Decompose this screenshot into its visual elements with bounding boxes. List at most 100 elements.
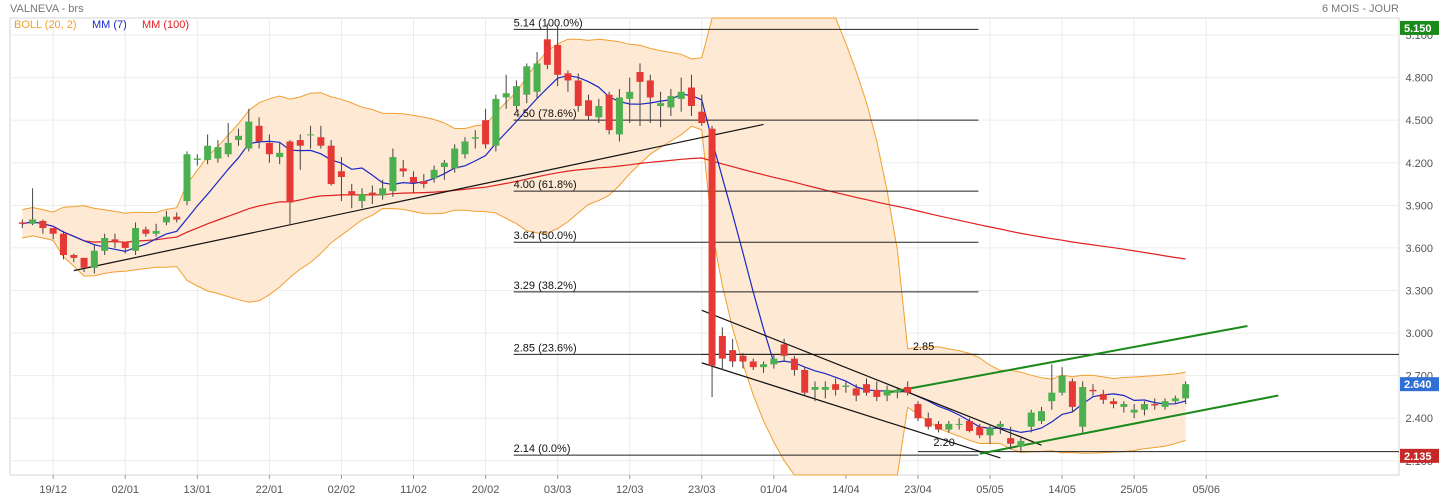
trendline-black xyxy=(73,123,764,272)
x-tick-label: 14/04 xyxy=(832,484,860,496)
y-tick-label: 4.500 xyxy=(1405,115,1433,127)
candle-down xyxy=(801,369,809,393)
plot-frame xyxy=(9,17,1400,476)
x-tick-label: 01/04 xyxy=(760,484,788,496)
candle-down xyxy=(924,418,932,427)
candle-down xyxy=(111,239,119,243)
candle-up xyxy=(615,97,623,135)
candle-up xyxy=(760,364,768,368)
x-tick-label: 20/02 xyxy=(472,484,500,496)
level-label: 2.20 xyxy=(933,437,954,449)
candle-up xyxy=(667,96,675,108)
candle-up xyxy=(523,66,531,95)
x-tick-label: 05/06 xyxy=(1192,484,1220,496)
candle-up xyxy=(492,98,500,146)
candle-down xyxy=(59,233,67,256)
y-tick-label: 3.300 xyxy=(1405,285,1433,297)
candle-up xyxy=(276,152,284,158)
price-tag-label: 5.150 xyxy=(1404,23,1432,35)
candle-up xyxy=(245,121,253,149)
trendline-black xyxy=(701,309,1042,446)
candle-up xyxy=(29,219,37,224)
candle-up xyxy=(626,91,634,99)
candle-up xyxy=(152,230,160,234)
fibo-label: 2.14 (0.0%) xyxy=(514,443,571,455)
y-tick-label: 2.400 xyxy=(1405,413,1433,425)
price-tag-label: 2.135 xyxy=(1404,451,1432,463)
candle-up xyxy=(1120,404,1128,407)
legend-mm7: MM (7) xyxy=(92,19,127,31)
candle-up xyxy=(1058,375,1066,393)
ticker-title: VALNEVA - brs xyxy=(10,3,84,15)
candle-down xyxy=(286,141,294,203)
x-tick-label: 25/05 xyxy=(1120,484,1148,496)
candle-down xyxy=(337,171,345,177)
level-label: 2.85 xyxy=(913,341,934,353)
candle-up xyxy=(1161,401,1169,407)
candle-up xyxy=(440,162,448,168)
candle-down xyxy=(399,168,407,172)
candle-up xyxy=(770,358,778,365)
candle-down xyxy=(729,350,737,362)
candle-up xyxy=(986,428,994,436)
candle-up xyxy=(811,387,819,390)
candle-up xyxy=(595,105,603,118)
candle-down xyxy=(574,80,582,106)
candle-up xyxy=(1038,411,1046,422)
candle-down xyxy=(636,71,644,82)
candle-down xyxy=(605,94,613,131)
candle-down xyxy=(410,176,418,183)
x-tick-label: 19/12 xyxy=(39,484,67,496)
candle-down xyxy=(18,222,26,224)
bollinger-lower-line xyxy=(22,125,1186,476)
candle-up xyxy=(955,423,963,425)
candlesticks xyxy=(18,23,1190,453)
channel-line-green xyxy=(979,394,1279,455)
candle-up xyxy=(502,93,510,98)
candle-up xyxy=(1140,404,1148,410)
x-tick-label: 23/03 xyxy=(688,484,716,496)
candle-down xyxy=(739,355,747,362)
trendlines: 2.85 2.20 xyxy=(73,123,1399,459)
x-tick-label: 11/02 xyxy=(400,484,427,496)
candle-up xyxy=(1017,440,1025,447)
fibo-label: 5.14 (100.0%) xyxy=(514,17,583,29)
candle-down xyxy=(1110,401,1118,405)
price-tags: 5.150 2.640 2.135 xyxy=(1400,20,1439,463)
candle-down xyxy=(265,142,273,155)
candle-down xyxy=(904,387,912,393)
candle-down xyxy=(832,384,840,390)
x-tick-label: 02/01 xyxy=(111,484,139,496)
x-tick-label: 14/05 xyxy=(1048,484,1076,496)
channel-line-green xyxy=(886,324,1248,394)
candle-up xyxy=(533,63,541,92)
candle-up xyxy=(224,142,232,155)
candle-down xyxy=(873,389,881,397)
candle-up xyxy=(101,237,109,251)
candle-up xyxy=(214,147,222,159)
candle-up xyxy=(821,387,829,390)
x-tick-label: 12/03 xyxy=(616,484,644,496)
candle-up xyxy=(883,389,891,396)
x-tick-label: 05/05 xyxy=(976,484,1004,496)
fibo-label: 2.85 (23.6%) xyxy=(514,342,577,354)
candle-down xyxy=(49,228,57,234)
candle-up xyxy=(234,135,242,141)
candle-down xyxy=(317,137,325,146)
candle-down xyxy=(554,44,562,75)
bollinger-area xyxy=(22,18,1186,475)
candle-down xyxy=(1099,394,1107,400)
candle-down xyxy=(976,426,984,436)
candle-down xyxy=(420,181,428,185)
candle-down xyxy=(173,216,181,220)
candle-up xyxy=(451,148,459,169)
candle-down xyxy=(718,335,726,359)
candle-up xyxy=(893,389,901,393)
candle-up xyxy=(1130,409,1138,413)
mm100-line xyxy=(22,157,1186,260)
candle-down xyxy=(965,421,973,432)
candle-down xyxy=(935,423,943,430)
candle-down xyxy=(646,80,654,98)
candle-up xyxy=(204,145,212,160)
legend-mm100: MM (100) xyxy=(142,19,189,31)
